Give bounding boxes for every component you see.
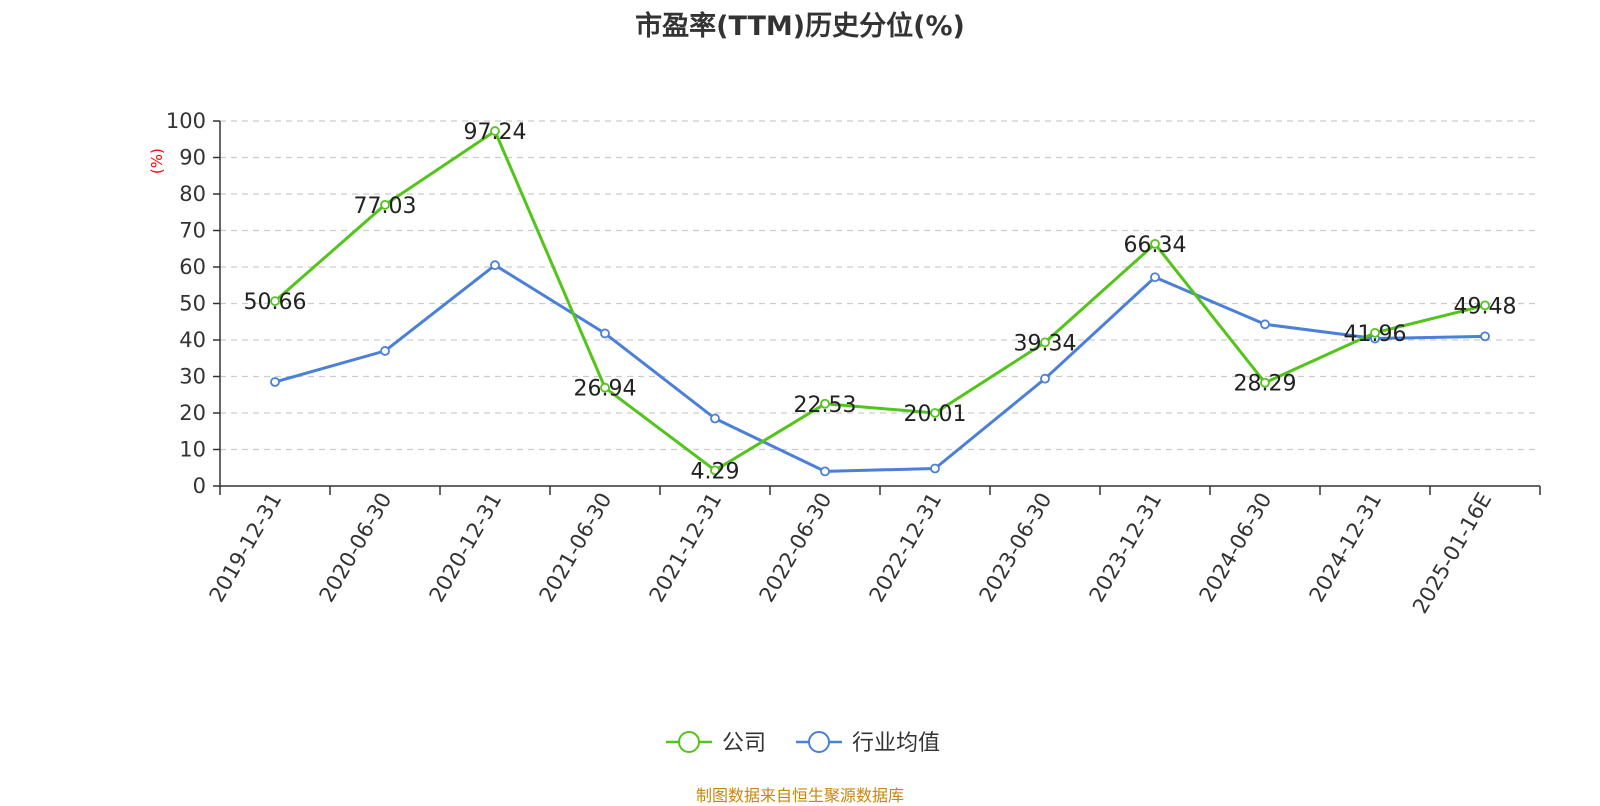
series-lines [270,126,1490,477]
data-label: 50.66 [244,290,307,315]
data-point-industry [1260,319,1270,330]
data-point-industry [820,466,830,477]
y-tick-label: 50 [179,292,206,316]
x-tick-label: 2021-06-30 [535,489,617,607]
data-label: 22.53 [794,393,857,418]
data-point-industry [1480,331,1490,342]
data-label: 4.29 [691,459,740,484]
x-tick-label: 2023-06-30 [975,489,1057,607]
x-tick-label: 2024-06-30 [1195,489,1277,607]
legend-circle-icon [678,731,700,753]
data-label: 41.96 [1344,322,1407,347]
x-tick-label: 2024-12-31 [1305,489,1387,607]
data-label: 39.34 [1014,331,1077,356]
y-tick-label: 10 [179,438,206,462]
data-label: 26.94 [574,377,637,402]
y-tick-label: 70 [179,219,206,243]
legend-circle-icon [808,731,830,753]
axes: 0 10 20 30 40 50 60 70 80 90 100(%) 2019-12-31 2020-… [148,109,1541,618]
data-point-company [1150,238,1160,249]
y-tick-label: 0 [193,474,206,498]
data-point-industry [490,260,500,271]
y-tick-label: 40 [179,328,206,352]
y-tick-label: 30 [179,365,206,389]
data-point-company [490,126,500,136]
grid-lines [220,120,1540,451]
data-label: 28.29 [1234,372,1297,397]
data-point-company [1370,327,1380,338]
series-line-company [274,129,1486,472]
x-tick-label: 2021-12-31 [645,489,727,607]
data-point-company [1040,337,1050,348]
x-tick-label: 2023-12-31 [1085,489,1167,607]
y-tick-label: 80 [179,182,206,206]
x-tick-label: 2022-12-31 [865,489,947,607]
data-point-industry [710,413,720,424]
legend: 公司 行业均值 [666,731,940,756]
x-tick-label: 2020-12-31 [425,489,507,607]
y-tick-label: 90 [179,146,206,170]
data-labels: 50.66 77.03 97.24 26.94 4.29 22.53 20.01 39.34 6… [244,120,1517,484]
data-point-company [380,199,390,210]
data-point-industry [600,328,610,339]
series-line-industry [274,263,1486,473]
y-tick-label: 20 [179,401,206,425]
legend-label: 公司 [722,731,766,756]
data-point-industry [380,346,390,356]
chart-title: 市盈率(TTM)历史分位(%) [635,11,965,42]
data-label: 77.03 [354,194,417,219]
x-tick-label: 2019-12-31 [205,489,287,607]
x-tick-label: 2025-01-16E [1408,489,1496,618]
data-point-company [820,398,830,409]
data-point-industry [270,377,280,387]
legend-item-industry: 行业均值 [796,731,940,756]
data-label: 49.48 [1454,294,1517,319]
data-point-company [710,465,720,476]
data-point-company [930,408,940,418]
y-axis-label: (%) [148,148,166,174]
data-point-industry [1040,373,1050,384]
data-label: 20.01 [904,402,967,427]
data-point-company [270,296,280,306]
data-source-note: 制图数据来自恒生聚源数据库 [695,786,904,805]
x-tick-label: 2020-06-30 [315,489,397,607]
y-tick-label: 100 [166,109,206,133]
data-point-industry [930,463,940,474]
data-point-company [1260,377,1270,388]
data-point-company [600,382,610,393]
data-label: 66.34 [1124,233,1187,258]
legend-item-company: 公司 [666,731,766,756]
legend-label: 行业均值 [852,731,940,756]
x-tick-label: 2022-06-30 [755,489,837,607]
data-label: 97.24 [464,120,527,145]
data-point-industry [1150,272,1160,283]
y-tick-label: 60 [179,255,206,279]
data-point-company [1480,300,1490,311]
